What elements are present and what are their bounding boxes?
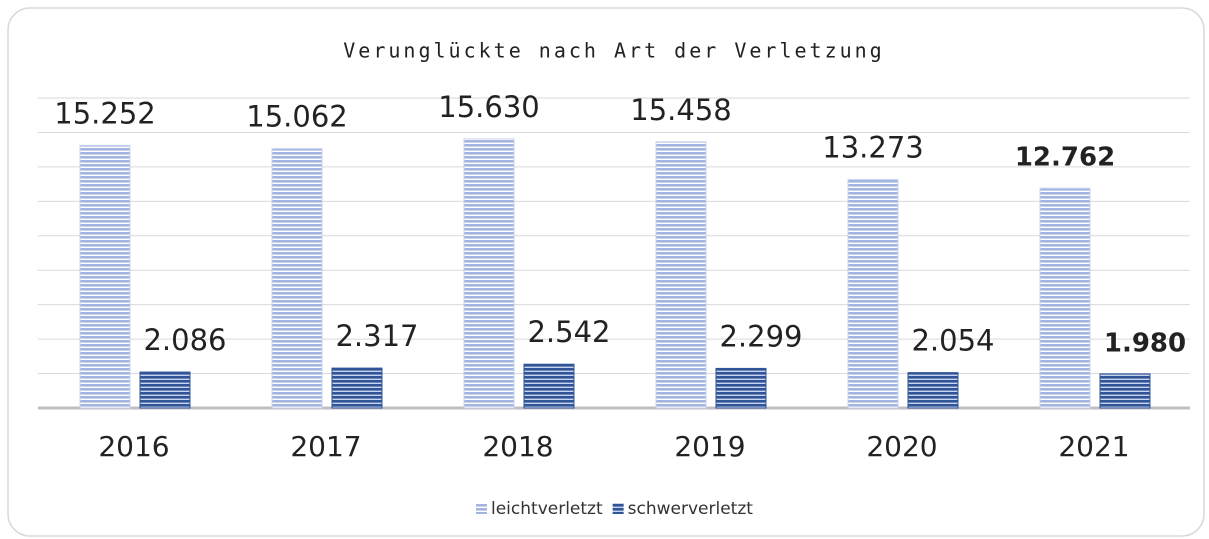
- data-label: 1.980: [1104, 328, 1186, 358]
- legend-label: schwerverletzt: [628, 499, 754, 519]
- chart-frame: [7, 7, 1205, 537]
- chart-title: Verunglückte nach Art der Verletzung: [343, 39, 884, 63]
- data-label: 13.273: [822, 130, 923, 164]
- data-label: 12.762: [1015, 143, 1115, 173]
- data-label: 15.630: [438, 90, 539, 124]
- legend-swatch: [612, 503, 624, 514]
- legend-swatch: [476, 503, 487, 514]
- bar: [331, 367, 383, 409]
- x-tick-label: 2021: [1058, 430, 1129, 463]
- data-label: 15.062: [246, 100, 347, 134]
- legend-label: leichtverletzt: [491, 499, 603, 519]
- bar: [655, 141, 707, 409]
- bar: [79, 144, 131, 409]
- bar: [1039, 187, 1091, 409]
- bar: [139, 371, 191, 409]
- x-tick-label: 2017: [290, 430, 361, 463]
- x-tick-label: 2019: [674, 430, 745, 463]
- data-label: 2.086: [143, 323, 226, 357]
- bar: [907, 372, 959, 409]
- bar: [463, 138, 515, 409]
- bar: [847, 178, 899, 409]
- data-label: 2.542: [527, 315, 610, 349]
- bar: [1099, 373, 1151, 409]
- x-tick-label: 2016: [98, 430, 169, 463]
- x-tick-label: 2020: [866, 430, 937, 463]
- data-label: 2.317: [335, 319, 418, 353]
- data-label: 2.054: [911, 324, 994, 358]
- bar: [271, 148, 323, 409]
- x-tick-label: 2018: [482, 430, 553, 463]
- data-label: 15.458: [630, 93, 731, 127]
- data-label: 15.252: [54, 96, 155, 130]
- bar: [523, 363, 575, 409]
- bar: [715, 367, 767, 409]
- data-label: 2.299: [719, 319, 802, 353]
